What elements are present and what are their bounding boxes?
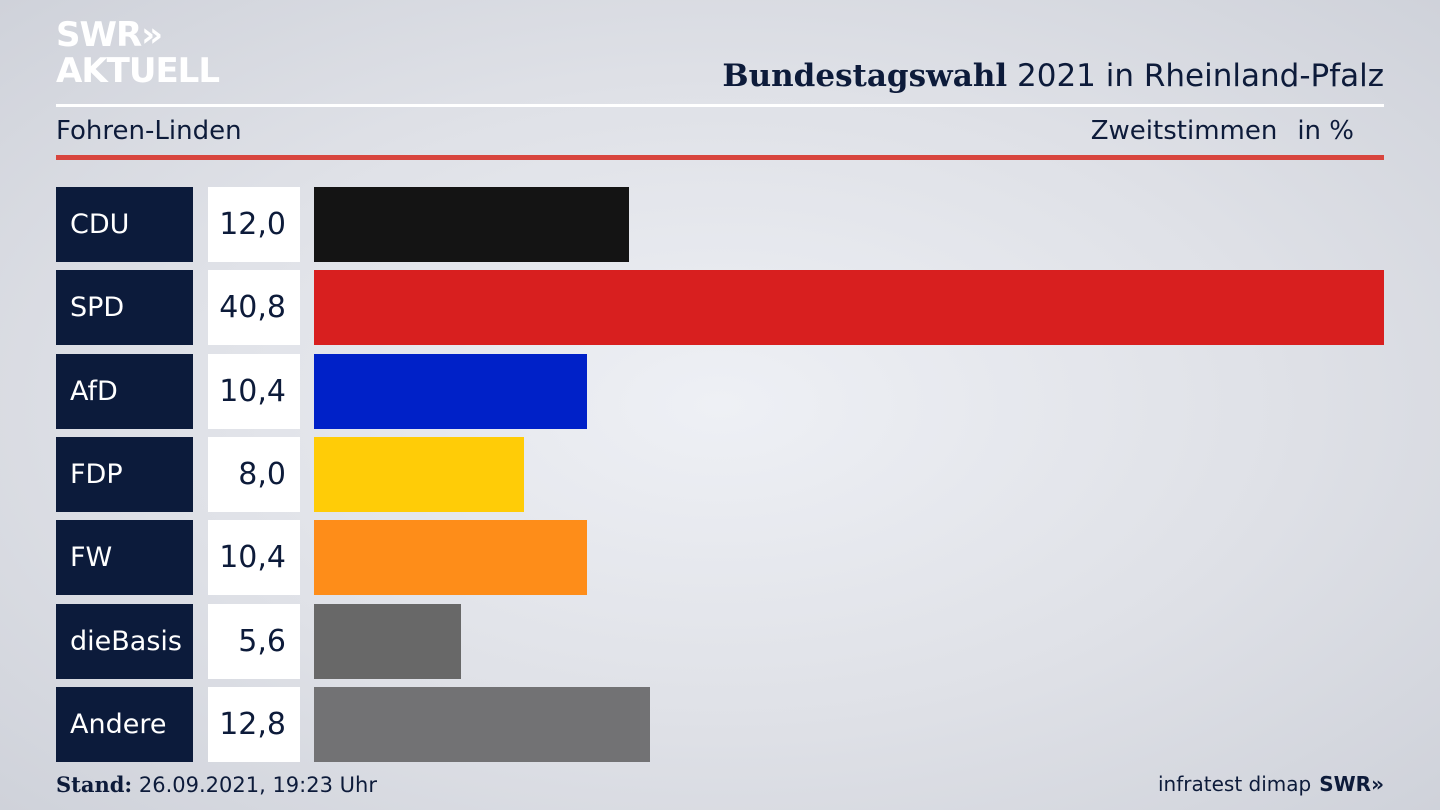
timestamp-value: 26.09.2021, 19:23 Uhr [132,773,377,797]
value-label: 10,4 [208,353,300,429]
value-label: 8,0 [208,436,300,512]
logo-line-1: SWR» [56,15,163,55]
title-rest: 2021 in Rheinland-Pfalz [1007,58,1384,94]
bar-andere [314,686,650,762]
bar-diebasis [314,603,461,679]
party-label: FW [56,520,193,596]
metric-label: Zweitstimmen in % [1091,116,1354,146]
value-label: 12,0 [208,187,300,262]
page-title: Bundestagswahl 2021 in Rheinland-Pfalz [722,58,1384,94]
bar-afd [314,353,587,429]
value-label: 40,8 [208,270,300,346]
bar-cdu [314,187,629,262]
swr-aktuell-logo: SWR» AKTUELL [56,15,220,91]
metric-unit: in % [1297,116,1354,146]
logo-line-2: AKTUELL [56,51,220,91]
bar-fw [314,520,587,596]
party-label: Andere [56,686,193,762]
party-label: AfD [56,353,193,429]
party-label: CDU [56,187,193,262]
value-label: 5,6 [208,603,300,679]
timestamp: Stand: 26.09.2021, 19:23 Uhr [56,772,377,797]
title-bold: Bundestagswahl [722,58,1008,94]
bar-spd [314,270,1384,346]
region-name: Fohren-Linden [56,116,242,146]
party-label: FDP [56,436,193,512]
timestamp-label: Stand: [56,772,133,797]
party-label: dieBasis [56,603,193,679]
header-divider [56,104,1384,107]
source-credit: infratest dimap SWR» [1158,772,1384,796]
accent-divider [56,155,1384,160]
party-label: SPD [56,270,193,346]
bar-fdp [314,436,524,512]
value-label: 12,8 [208,686,300,762]
metric-name: Zweitstimmen [1090,116,1278,146]
source-name: infratest dimap [1158,772,1312,796]
brand-mark: SWR» [1319,772,1384,796]
value-label: 10,4 [208,520,300,596]
